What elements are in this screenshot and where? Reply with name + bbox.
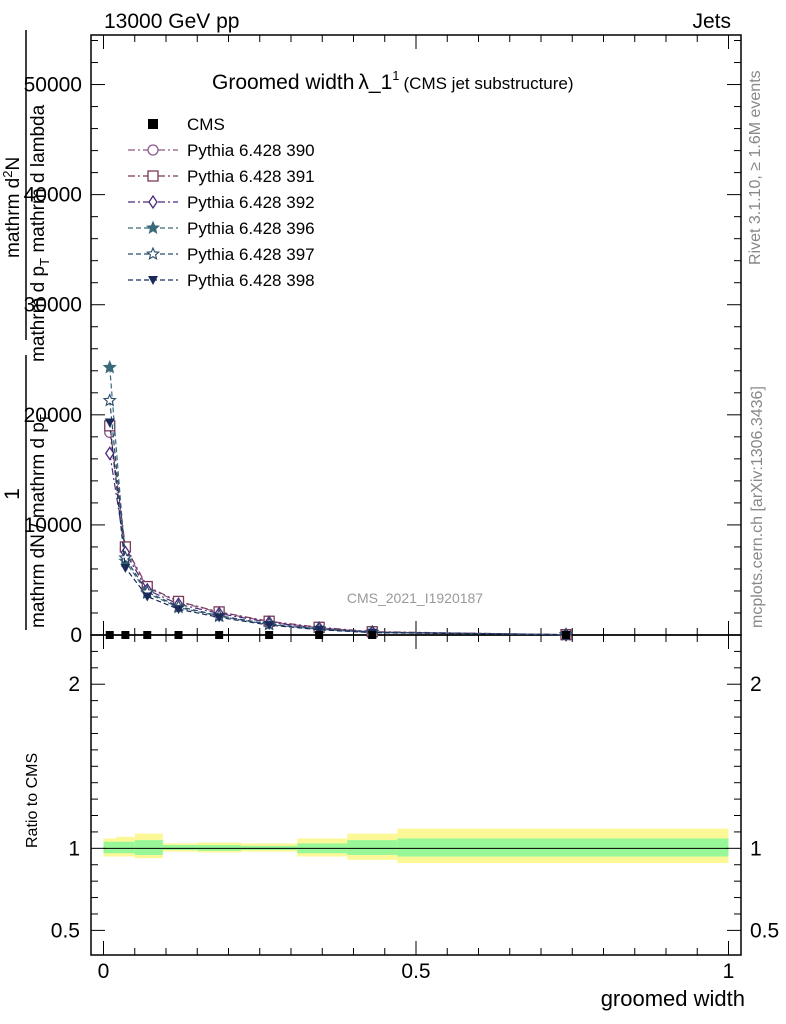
ratio-band-inner-3 — [162, 845, 198, 850]
legend-label-4: Pythia 6.428 397 — [187, 245, 315, 264]
y-label-den-sub: T — [37, 414, 52, 422]
ratio-band-inner-7 — [347, 840, 398, 855]
legend-marker-3 — [145, 220, 161, 235]
y-label-right-denominator: mathrm d pT mathrm d lambda — [28, 104, 52, 362]
legend-cms-marker — [148, 119, 158, 129]
y-tick-label-1: 10000 — [24, 514, 82, 537]
legend-marker-1 — [147, 170, 159, 182]
x-tick-label-1: 0.5 — [401, 960, 430, 983]
ratio-axis-label: Ratio to CMS — [24, 753, 41, 848]
mcplots-label: mcplots.cern.ch [arXiv:1306.3436] — [749, 386, 766, 628]
cms-point-5 — [265, 631, 274, 639]
ratio-tick-label-left-2: 2 — [68, 673, 80, 696]
y-label-one: 1 — [1, 488, 24, 500]
y-label-rden-tail: mathrm d lambda — [28, 104, 49, 258]
cms-point-7 — [368, 631, 377, 639]
series-lines — [102, 360, 574, 642]
chart-title-sup: 1 — [392, 68, 399, 83]
series-5-point-5 — [264, 621, 275, 631]
ratio-tick-label-left-0: 0.5 — [51, 919, 80, 942]
series-5-point-1 — [120, 563, 131, 573]
ratio-tick-label-right-1: 1 — [750, 837, 762, 860]
y-tick-label-5: 50000 — [24, 74, 82, 97]
y-label-num-main: mathrm d — [3, 178, 24, 258]
legend: CMS Pythia 6.428 390 Pythia 6.428 391 Pythi… — [128, 115, 315, 290]
y-label-rden-sub: T — [37, 258, 52, 266]
header-right: Jets — [692, 10, 731, 33]
ratio-band-inner-2 — [134, 840, 163, 855]
ratio-tick-label-right-2: 2 — [750, 673, 762, 696]
cms-point-3 — [174, 631, 183, 639]
legend-marker-4 — [145, 246, 161, 261]
axis-ticks: 0 0.5 1 0 10000 20000 30000 40000 50000 0.5 0.5 1 1 2… — [24, 35, 779, 983]
y-tick-label-2: 20000 — [24, 404, 82, 427]
series-3-point-0 — [102, 360, 117, 374]
legend-marker-0 — [147, 144, 159, 156]
legend-label-3: Pythia 6.428 396 — [187, 219, 315, 238]
y-tick-label-0: 0 — [70, 624, 82, 647]
ratio-band-inner-8 — [397, 838, 729, 857]
chart-subtitle: (CMS jet substructure) — [404, 74, 574, 93]
y-tick-label-4: 40000 — [24, 184, 82, 207]
legend-label-5: Pythia 6.428 398 — [187, 271, 315, 290]
cms-point-2 — [143, 631, 152, 639]
y-label-rden-main: mathrm d p — [28, 266, 49, 362]
series-5-point-4 — [214, 613, 225, 623]
legend-marker-2 — [148, 194, 158, 210]
y-label-num-tail: N — [3, 157, 24, 171]
cms-point-6 — [315, 631, 324, 639]
legend-marker-5 — [148, 276, 158, 285]
series-5-point-0 — [104, 418, 115, 428]
ratio-bands — [103, 828, 729, 864]
ratio-tick-label-left-1: 1 — [68, 837, 80, 860]
legend-label-2: Pythia 6.428 392 — [187, 193, 315, 212]
cms-point-8 — [562, 631, 570, 639]
cms-point-4 — [215, 631, 224, 639]
analysis-watermark: CMS_2021_I1920187 — [347, 590, 483, 606]
header-left: 13000 GeV pp — [104, 10, 239, 33]
rivet-label: Rivet 3.1.10, ≥ 1.6M events — [747, 70, 764, 265]
x-tick-label-0: 0 — [98, 960, 110, 983]
series-5-point-6 — [314, 625, 325, 635]
y-axis-label: 1 mathrm dN / mathrm d pT mathrm d2N mat… — [0, 30, 52, 630]
chart-title-main: Groomed width — [212, 71, 354, 94]
ratio-tick-label-right-0: 0.5 — [750, 919, 779, 942]
y-label-denominator: mathrm dN / mathrm d pT — [28, 414, 52, 628]
series-line-3 — [109, 367, 567, 636]
y-tick-label-3: 30000 — [24, 294, 82, 317]
series-4-point-1 — [118, 550, 133, 564]
legend-cms-label: CMS — [187, 115, 225, 134]
chart-title-symbol: λ_1 — [358, 71, 392, 94]
y-label-den-main: mathrm dN / mathrm d p — [28, 422, 49, 628]
ratio-band-inner-1 — [116, 841, 135, 854]
y-label-right-numerator: mathrm d2N — [0, 157, 24, 258]
legend-label-1: Pythia 6.428 391 — [187, 167, 315, 186]
series-5-point-3 — [173, 605, 184, 615]
chart-title: Groomed width λ_11 (CMS jet substructure) — [212, 68, 574, 94]
x-axis-label: groomed width — [601, 986, 745, 1011]
ratio-plot-frame — [90, 634, 742, 956]
cms-point-0 — [105, 631, 114, 639]
ratio-band-inner-0 — [103, 841, 116, 854]
cms-point-1 — [121, 631, 130, 639]
series-5-point-2 — [142, 592, 153, 602]
y-label-num-sup: 2 — [0, 171, 15, 178]
legend-label-0: Pythia 6.428 390 — [187, 141, 315, 160]
x-tick-label-2: 1 — [723, 960, 735, 983]
series-4-point-0 — [102, 393, 117, 407]
